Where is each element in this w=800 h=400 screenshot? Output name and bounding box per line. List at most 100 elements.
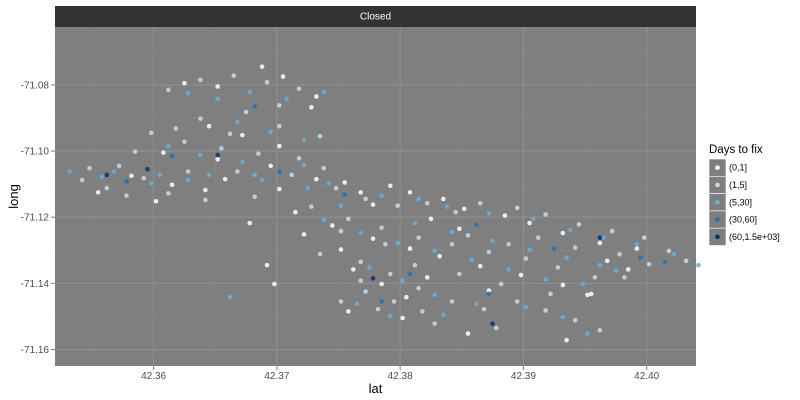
data-point bbox=[358, 278, 364, 283]
data-point bbox=[432, 292, 437, 298]
data-point bbox=[407, 271, 413, 277]
data-point bbox=[604, 258, 610, 264]
data-point bbox=[625, 267, 631, 272]
data-point bbox=[453, 209, 458, 215]
data-point bbox=[277, 143, 282, 149]
data-point bbox=[79, 177, 85, 183]
data-point bbox=[572, 318, 578, 323]
data-point bbox=[502, 213, 508, 218]
data-point bbox=[576, 222, 582, 227]
data-point bbox=[666, 248, 672, 254]
data-point bbox=[280, 74, 286, 79]
data-point bbox=[252, 172, 257, 178]
data-point bbox=[490, 321, 495, 326]
data-point bbox=[67, 169, 73, 174]
data-point bbox=[227, 131, 233, 137]
y-tick-label: -71.14 bbox=[21, 279, 50, 290]
data-point bbox=[198, 152, 203, 158]
y-axis-title: long bbox=[6, 184, 21, 209]
data-point bbox=[527, 220, 532, 226]
data-point bbox=[215, 84, 221, 89]
legend-label: (60,1.5e+03] bbox=[729, 232, 780, 242]
data-point bbox=[314, 176, 319, 182]
x-tick-label: 42.38 bbox=[388, 371, 413, 382]
data-point bbox=[198, 116, 203, 121]
x-axis-title: lat bbox=[369, 381, 383, 396]
legend-label: (30,60] bbox=[729, 215, 757, 225]
data-point bbox=[272, 281, 277, 287]
data-point bbox=[416, 196, 421, 202]
data-point bbox=[173, 126, 179, 131]
data-point bbox=[268, 129, 274, 135]
data-point bbox=[580, 281, 585, 287]
data-point bbox=[309, 105, 314, 110]
data-point bbox=[543, 308, 548, 313]
data-point bbox=[153, 198, 159, 204]
data-point bbox=[264, 79, 270, 85]
data-point bbox=[474, 301, 479, 307]
data-point bbox=[638, 255, 643, 260]
data-point bbox=[296, 86, 302, 92]
data-point bbox=[543, 212, 548, 217]
data-point bbox=[465, 233, 471, 238]
data-point bbox=[259, 64, 265, 69]
data-point bbox=[477, 263, 483, 269]
data-point bbox=[395, 203, 400, 208]
data-point bbox=[132, 149, 138, 154]
data-point bbox=[185, 90, 191, 96]
data-point bbox=[268, 163, 274, 169]
data-point bbox=[477, 200, 483, 206]
data-point bbox=[572, 245, 578, 250]
data-point bbox=[235, 169, 240, 174]
data-point bbox=[634, 246, 640, 251]
data-point bbox=[555, 265, 561, 270]
data-point bbox=[219, 146, 224, 151]
data-point bbox=[240, 159, 245, 164]
data-point bbox=[613, 268, 619, 274]
data-point bbox=[564, 255, 569, 260]
data-point bbox=[124, 179, 129, 184]
data-point bbox=[588, 291, 594, 297]
data-point bbox=[206, 172, 212, 178]
data-point bbox=[387, 183, 393, 189]
data-point bbox=[535, 235, 541, 240]
data-point bbox=[309, 204, 314, 209]
data-point bbox=[354, 301, 360, 307]
legend-title: Days to fix bbox=[709, 144, 763, 156]
data-point bbox=[169, 153, 175, 159]
data-point bbox=[404, 294, 409, 300]
data-point bbox=[506, 241, 511, 247]
data-point bbox=[231, 73, 237, 78]
data-point bbox=[367, 265, 372, 270]
data-point bbox=[432, 248, 437, 254]
data-point bbox=[449, 241, 455, 247]
data-point bbox=[416, 235, 421, 240]
data-point bbox=[465, 331, 471, 336]
data-point bbox=[301, 162, 307, 168]
data-point bbox=[215, 156, 221, 162]
data-point bbox=[198, 77, 203, 83]
data-point bbox=[379, 225, 384, 231]
data-point bbox=[387, 271, 393, 277]
data-point bbox=[317, 133, 323, 139]
data-point bbox=[486, 288, 492, 293]
x-tick-label: 42.40 bbox=[634, 371, 659, 382]
data-point bbox=[321, 165, 327, 171]
data-point bbox=[141, 175, 147, 181]
data-point bbox=[543, 277, 548, 282]
data-point bbox=[321, 89, 327, 95]
data-point bbox=[407, 190, 413, 195]
data-point bbox=[333, 185, 339, 191]
data-point bbox=[457, 271, 462, 277]
data-point bbox=[264, 262, 270, 268]
data-point bbox=[284, 96, 290, 102]
data-point bbox=[518, 272, 524, 278]
data-point bbox=[662, 259, 668, 265]
data-point bbox=[346, 216, 351, 222]
data-point bbox=[338, 228, 344, 234]
data-point bbox=[379, 281, 384, 287]
data-point bbox=[129, 173, 134, 179]
data-point bbox=[449, 229, 455, 235]
